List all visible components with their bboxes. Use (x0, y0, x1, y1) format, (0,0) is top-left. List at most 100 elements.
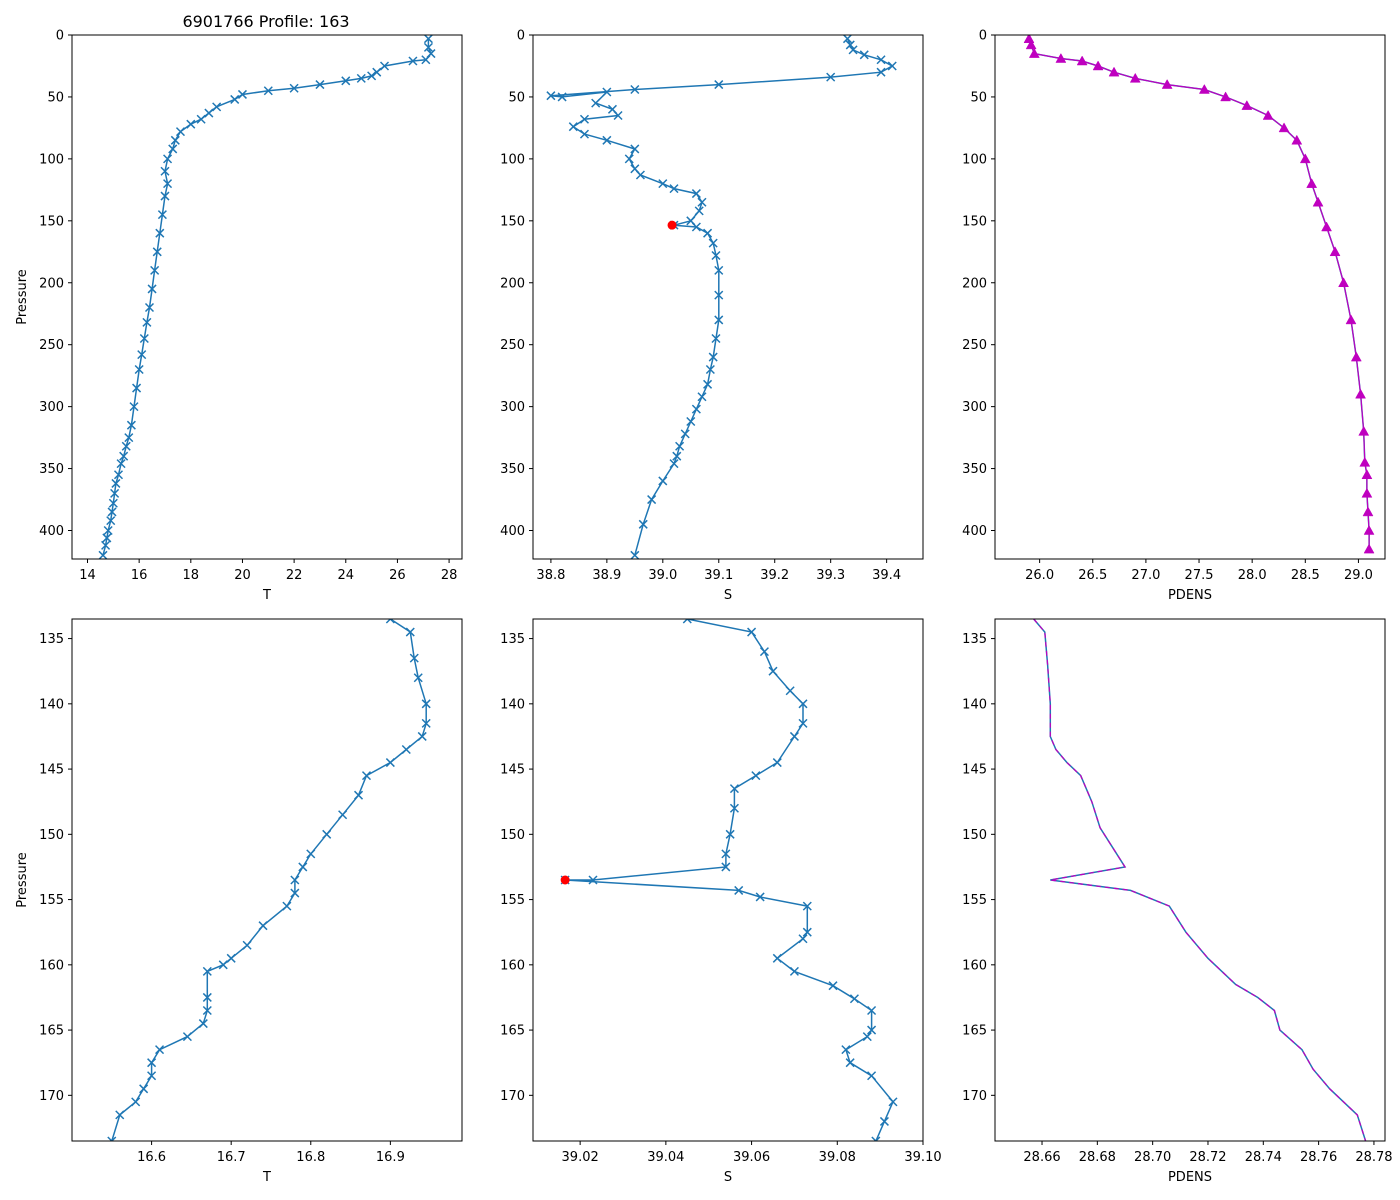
y-tick-label: 250 (39, 338, 64, 353)
x-tick-label: 39.02 (562, 1150, 599, 1165)
data-point (116, 459, 126, 469)
x-tick-label: 16 (131, 568, 148, 583)
y-tick-label: 155 (962, 893, 987, 908)
data-point (680, 429, 690, 439)
data-point (131, 1097, 141, 1107)
data-point (405, 627, 415, 637)
data-point (155, 228, 165, 238)
x-tick-label: 28.66 (1023, 1150, 1060, 1165)
y-tick-label: 155 (500, 893, 525, 908)
data-point (170, 135, 180, 145)
x-tick-label: 39.04 (647, 1150, 684, 1165)
x-tick-label: 38.9 (592, 568, 621, 583)
data-point (204, 108, 214, 118)
y-tick-label: 100 (500, 152, 525, 167)
axes-frame (71, 618, 463, 1142)
data-point (579, 114, 590, 124)
data-point (876, 55, 886, 65)
y-tick-label: 135 (500, 632, 525, 647)
data-point (711, 333, 721, 344)
data-point (356, 73, 366, 83)
data-point (134, 364, 144, 374)
y-tick-label: 140 (500, 697, 525, 712)
data-point (263, 86, 273, 96)
data-point (372, 67, 382, 77)
data-point (242, 940, 252, 950)
data-point (714, 315, 724, 325)
chart-top-temperature: 14 16 18 20 22 24 26 28 0 50 100 150 200 250 300 350 400… (15, 29, 463, 603)
x-tick-label: 27.5 (1185, 568, 1214, 583)
y-tick-label: 140 (39, 697, 64, 712)
data-point (137, 350, 147, 360)
y-tick-label: 400 (500, 524, 525, 539)
plot-area (560, 619, 898, 1141)
data-point (751, 771, 761, 781)
x-tick-label: 39.1 (704, 568, 733, 583)
data-point (160, 166, 170, 176)
data-point (714, 80, 724, 90)
x-tick-label: 27.0 (1131, 568, 1160, 583)
y-tick-label: 200 (962, 276, 987, 291)
data-point (152, 247, 162, 257)
data-point (697, 392, 707, 402)
data-point (147, 284, 157, 294)
data-point (401, 744, 411, 755)
data-point (759, 647, 769, 657)
x-tick-label: 39.06 (733, 1150, 770, 1165)
y-tick-label: 250 (500, 338, 525, 353)
data-point (691, 222, 701, 232)
data-point (747, 627, 757, 637)
data-point (119, 451, 129, 461)
axes-frame (532, 34, 924, 560)
x-tick-label: 28.5 (1291, 568, 1320, 583)
data-point (202, 992, 212, 1002)
y-tick-label: 150 (39, 214, 64, 229)
series-line-dashed (1033, 619, 1367, 1141)
data-point (182, 1032, 192, 1042)
data-point (602, 87, 612, 97)
data-point (845, 40, 855, 50)
data-point (132, 383, 142, 393)
data-point (708, 238, 718, 248)
data-point (772, 953, 782, 963)
plot-area (546, 35, 897, 559)
data-point (721, 862, 731, 872)
data-point (802, 927, 812, 937)
y-tick-label: 135 (39, 632, 64, 647)
axes-frame (994, 34, 1386, 560)
y-tick-label: 300 (962, 400, 987, 415)
data-point (887, 61, 897, 71)
data-point (802, 901, 812, 911)
data-point (714, 265, 724, 275)
data-point (168, 144, 178, 154)
data-point (186, 119, 196, 129)
data-point (385, 758, 395, 768)
data-point (147, 1058, 157, 1068)
x-tick-label: 22 (286, 568, 303, 583)
data-point (669, 459, 679, 469)
data-point (546, 91, 556, 101)
y-tick-label: 165 (39, 1024, 64, 1039)
data-point (107, 1136, 117, 1141)
data-point (879, 1116, 889, 1126)
x-tick-label: 16.9 (376, 1150, 405, 1165)
x-tick-label: 28.70 (1134, 1150, 1171, 1165)
y-tick-label: 140 (962, 697, 987, 712)
data-point (568, 122, 578, 132)
data-point (579, 129, 590, 139)
data-point (282, 901, 292, 911)
data-point (298, 862, 308, 872)
y-tick-label: 250 (962, 338, 987, 353)
x-tick-label: 38.8 (536, 568, 565, 583)
y-tick-label: 50 (970, 90, 987, 105)
data-point (867, 1005, 877, 1016)
data-point (729, 784, 739, 794)
y-tick-label: 170 (962, 1089, 987, 1104)
x-tick-label: 29.0 (1344, 568, 1373, 583)
data-point (290, 888, 300, 898)
data-point (658, 179, 668, 189)
data-point (708, 352, 718, 362)
data-point (106, 516, 116, 526)
data-point (691, 189, 701, 199)
